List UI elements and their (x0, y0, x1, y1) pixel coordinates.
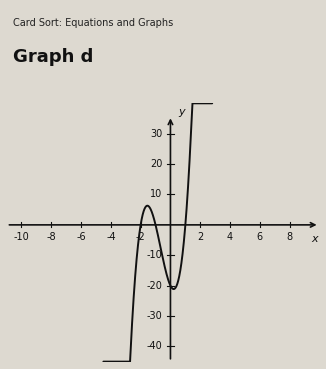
Text: -2: -2 (136, 232, 145, 242)
Text: 6: 6 (257, 232, 263, 242)
Text: -40: -40 (146, 341, 162, 351)
Text: 10: 10 (150, 190, 162, 200)
Text: 20: 20 (150, 159, 162, 169)
Text: 2: 2 (197, 232, 203, 242)
Text: -10: -10 (146, 250, 162, 260)
Text: -4: -4 (106, 232, 116, 242)
Text: -8: -8 (46, 232, 56, 242)
Text: -20: -20 (146, 281, 162, 291)
Text: -10: -10 (14, 232, 29, 242)
Text: 8: 8 (287, 232, 293, 242)
Text: y: y (178, 107, 185, 117)
Text: 4: 4 (227, 232, 233, 242)
Text: x: x (311, 234, 318, 244)
Text: Card Sort: Equations and Graphs: Card Sort: Equations and Graphs (13, 18, 173, 28)
Text: -30: -30 (146, 311, 162, 321)
Text: -6: -6 (76, 232, 86, 242)
Text: 30: 30 (150, 129, 162, 139)
Text: Graph d: Graph d (13, 48, 94, 66)
